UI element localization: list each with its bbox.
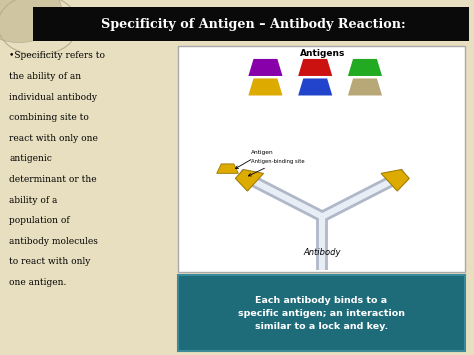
Text: antigenic: antigenic (9, 154, 52, 163)
Text: combining site to: combining site to (9, 113, 90, 122)
Polygon shape (248, 59, 283, 76)
Polygon shape (217, 164, 238, 173)
FancyBboxPatch shape (178, 46, 465, 272)
Polygon shape (348, 59, 382, 76)
Text: •Specificity refers to: •Specificity refers to (9, 51, 106, 60)
Text: antibody molecules: antibody molecules (9, 237, 99, 246)
Text: Antigens: Antigens (300, 49, 345, 59)
Text: Specificity of Antigen – Antibody Reaction:: Specificity of Antigen – Antibody Reacti… (101, 18, 406, 31)
Polygon shape (298, 59, 332, 76)
Text: population of: population of (9, 216, 70, 225)
Text: react with only one: react with only one (9, 134, 99, 143)
Text: one antigen.: one antigen. (9, 278, 67, 287)
Text: individual antibody: individual antibody (9, 93, 98, 102)
Text: Antibody: Antibody (303, 247, 341, 257)
Circle shape (0, 0, 62, 43)
Text: to react with only: to react with only (9, 257, 91, 266)
Text: Antigen: Antigen (236, 151, 274, 169)
Polygon shape (298, 78, 332, 95)
Text: Antigen-binding site: Antigen-binding site (248, 159, 305, 176)
Polygon shape (381, 170, 410, 191)
Text: Each antibody binds to a
specific antigen; an interaction
similar to a lock and : Each antibody binds to a specific antige… (237, 296, 405, 331)
Polygon shape (235, 170, 264, 191)
Text: determinant or the: determinant or the (9, 175, 97, 184)
Text: ability of a: ability of a (9, 196, 58, 204)
FancyBboxPatch shape (33, 7, 469, 41)
Text: the ability of an: the ability of an (9, 72, 82, 81)
Polygon shape (248, 78, 283, 95)
Polygon shape (348, 78, 382, 95)
FancyBboxPatch shape (178, 275, 465, 351)
